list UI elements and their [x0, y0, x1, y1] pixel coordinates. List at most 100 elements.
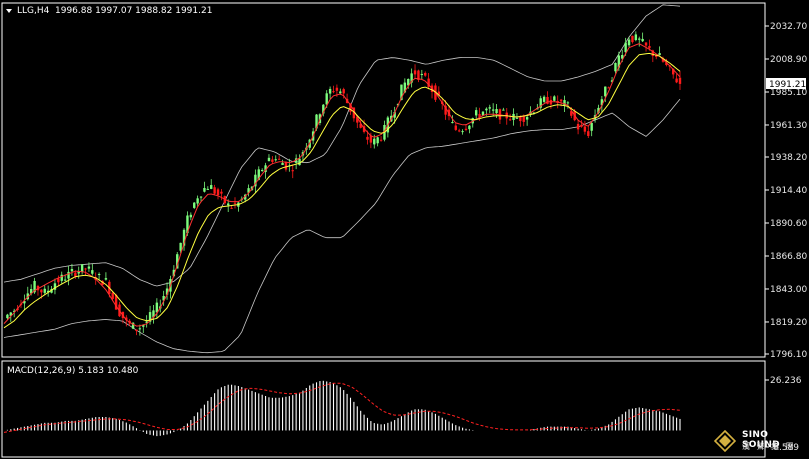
candle-body — [400, 84, 403, 101]
candle-body — [101, 280, 104, 286]
candle-body — [478, 114, 481, 118]
candle-body — [155, 302, 159, 313]
candle-body — [607, 87, 610, 89]
candle-body — [186, 215, 189, 234]
candle-body — [267, 157, 271, 162]
price-tick-label: 1843.00 — [770, 285, 807, 295]
candle-body — [502, 109, 505, 111]
candle-body — [587, 131, 590, 136]
candle-body — [12, 310, 16, 312]
candle-body — [142, 325, 145, 327]
candle-body — [46, 290, 50, 293]
candle-body — [621, 54, 624, 59]
candle-body — [26, 293, 29, 300]
candle-body — [559, 99, 563, 102]
candle-body — [352, 107, 356, 119]
candle-body — [641, 38, 644, 42]
candle-body — [84, 268, 87, 270]
candle-body — [138, 328, 142, 330]
price-tick-label: 2008.90 — [770, 55, 807, 65]
current-price-label: 1991.21 — [769, 80, 806, 90]
candle-body — [294, 158, 298, 163]
candle-body — [457, 130, 461, 132]
candle-body — [199, 196, 203, 198]
candle-body — [328, 88, 332, 94]
candle-body — [80, 264, 84, 273]
candle-body — [176, 254, 179, 269]
candle-body — [165, 288, 169, 295]
candle-body — [451, 122, 454, 124]
candle-body — [315, 114, 318, 129]
candle-body — [339, 91, 342, 94]
candle-body — [322, 104, 325, 114]
lower-band-line — [3, 98, 681, 354]
candle-body — [189, 214, 193, 218]
candle-body — [651, 50, 655, 57]
candle-body — [298, 158, 301, 166]
candle-body — [74, 272, 77, 277]
price-tick-label: 1961.30 — [770, 121, 807, 131]
candle-body — [63, 279, 67, 281]
logo-sub: 漢 聲 集 團 — [742, 442, 796, 451]
candle-body — [233, 202, 237, 204]
candle-body — [257, 169, 260, 180]
candle-body — [444, 105, 447, 115]
candle-body — [407, 79, 410, 86]
moving-averages — [3, 43, 681, 329]
candle-body — [369, 135, 373, 143]
candle-body — [9, 312, 12, 316]
candle-body — [33, 280, 36, 293]
candle-body — [91, 270, 94, 274]
candle-body — [403, 82, 407, 93]
candle-body — [291, 170, 294, 172]
candle-body — [376, 137, 379, 144]
candle-body — [566, 102, 570, 104]
candle-body — [454, 125, 457, 130]
price-axis: 2032.70 2008.90 1985.10 1961.30 1938.20 1914.… — [765, 22, 807, 360]
ohlc-values: 1996.88 1997.07 1988.82 1991.21 — [55, 6, 212, 16]
candle-body — [491, 109, 495, 111]
price-tick-label: 1938.20 — [770, 153, 807, 163]
candle-body — [461, 131, 464, 133]
candle-body — [583, 126, 587, 132]
candle-body — [525, 117, 529, 120]
candle-body — [563, 100, 566, 106]
candle-body — [216, 189, 220, 196]
candle-body — [342, 89, 345, 94]
candle-body — [576, 123, 580, 130]
candle-body — [179, 242, 182, 251]
candle-body — [417, 70, 420, 80]
candle-body — [23, 301, 26, 304]
candle-body — [638, 38, 641, 40]
candle-body — [40, 289, 43, 293]
price-tick-label: 1985.10 — [770, 88, 807, 98]
candle-body — [522, 115, 525, 122]
candle-body — [325, 93, 328, 105]
candle-body — [542, 96, 546, 102]
candle-body — [274, 159, 277, 161]
candle-body — [678, 77, 682, 84]
candle-body — [508, 119, 512, 121]
candle-body — [485, 108, 488, 111]
candle-body — [474, 110, 478, 116]
candle-body — [546, 96, 549, 104]
candle-body — [152, 310, 155, 318]
candle-body — [604, 86, 607, 97]
price-tick-label: 1866.80 — [770, 252, 807, 262]
candle-body — [111, 292, 114, 299]
price-tick-label: 2032.70 — [770, 22, 807, 32]
candle-body — [665, 62, 668, 66]
candle-body — [243, 194, 247, 200]
dropdown-triangle-icon[interactable] — [6, 9, 12, 13]
candle-body — [648, 45, 651, 49]
candle-body — [210, 185, 213, 189]
candle-body — [366, 136, 369, 140]
candle-body — [424, 72, 427, 76]
candle-body — [43, 288, 46, 293]
price-tick-label: 1914.40 — [770, 186, 807, 196]
candle-body — [260, 170, 264, 172]
candle-body — [145, 321, 148, 323]
main-panel-frame — [1, 2, 766, 358]
candle-body — [284, 161, 288, 170]
candlesticks — [6, 31, 682, 336]
